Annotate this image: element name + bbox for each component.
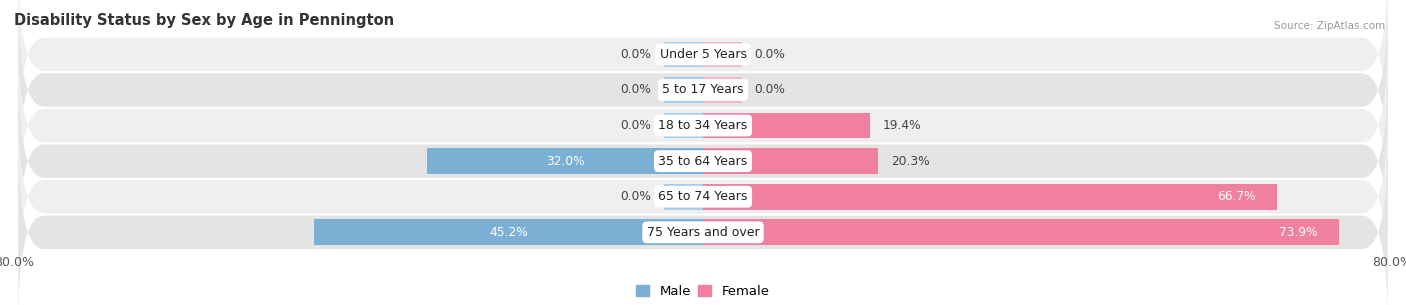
Bar [664,184,703,210]
Text: 66.7%: 66.7% [1218,190,1256,203]
Text: 0.0%: 0.0% [620,119,651,132]
Text: 20.3%: 20.3% [891,155,929,168]
Bar [703,220,1340,245]
FancyBboxPatch shape [18,36,1388,216]
Text: 75 Years and over: 75 Years and over [647,226,759,239]
Bar [664,41,703,67]
Text: 0.0%: 0.0% [620,48,651,61]
Text: 32.0%: 32.0% [546,155,585,168]
FancyBboxPatch shape [18,107,1388,287]
Text: 65 to 74 Years: 65 to 74 Years [658,190,748,203]
FancyBboxPatch shape [18,142,1388,305]
Text: 73.9%: 73.9% [1279,226,1317,239]
Bar [427,148,703,174]
Bar [664,113,703,138]
Text: 19.4%: 19.4% [883,119,921,132]
Bar [703,148,877,174]
Text: 18 to 34 Years: 18 to 34 Years [658,119,748,132]
Text: Source: ZipAtlas.com: Source: ZipAtlas.com [1274,21,1385,31]
Text: 0.0%: 0.0% [620,190,651,203]
Text: 0.0%: 0.0% [755,48,786,61]
Legend: Male, Female: Male, Female [631,280,775,303]
Text: Disability Status by Sex by Age in Pennington: Disability Status by Sex by Age in Penni… [14,13,394,28]
Text: 0.0%: 0.0% [755,84,786,96]
FancyBboxPatch shape [18,0,1388,144]
Bar [703,113,870,138]
Bar [703,41,742,67]
Text: 35 to 64 Years: 35 to 64 Years [658,155,748,168]
Text: 5 to 17 Years: 5 to 17 Years [662,84,744,96]
Text: 0.0%: 0.0% [620,84,651,96]
FancyBboxPatch shape [18,71,1388,251]
Text: Under 5 Years: Under 5 Years [659,48,747,61]
Bar [664,77,703,103]
Text: 45.2%: 45.2% [489,226,527,239]
Bar [703,77,742,103]
Bar [703,184,1278,210]
FancyBboxPatch shape [18,0,1388,180]
Bar [314,220,703,245]
